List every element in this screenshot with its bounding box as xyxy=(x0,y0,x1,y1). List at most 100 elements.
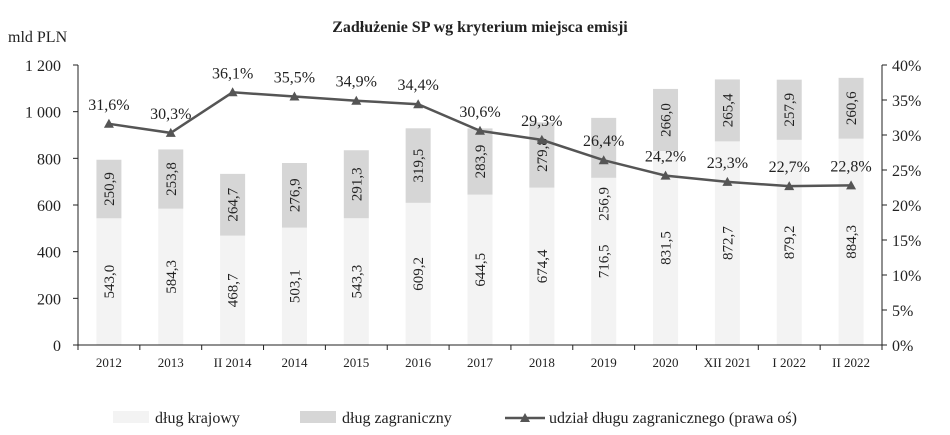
line-data-label: 24,2% xyxy=(645,149,686,166)
data-label-zagraniczny: 319,5 xyxy=(411,149,427,183)
bar-dlug-zagraniczny xyxy=(405,128,431,203)
x-tick-label: 2016 xyxy=(405,355,432,370)
y2-tick-label: 35% xyxy=(892,93,921,110)
bar-dlug-krajowy xyxy=(714,141,740,345)
x-tick-label: II 2022 xyxy=(832,355,870,370)
bar-dlug-krajowy xyxy=(653,150,679,345)
legend-marker-triangle xyxy=(520,413,530,422)
data-label-krajowy: 644,5 xyxy=(473,253,489,287)
bar-dlug-zagraniczny xyxy=(281,163,307,228)
data-label-krajowy: 884,3 xyxy=(844,225,860,259)
bar-dlug-krajowy xyxy=(529,187,555,345)
bar-dlug-krajowy xyxy=(405,202,431,345)
line-marker-triangle xyxy=(413,99,424,109)
y2-tick-label: 15% xyxy=(892,233,921,250)
bar-dlug-zagraniczny xyxy=(714,79,740,142)
legend-label-zagraniczny: dług zagraniczny xyxy=(342,410,452,427)
x-tick-label: 2020 xyxy=(653,355,679,370)
line-data-label: 34,4% xyxy=(397,77,438,94)
data-label-krajowy: 609,2 xyxy=(411,257,427,291)
bar-dlug-zagraniczny xyxy=(591,117,617,178)
y2-tick-label: 20% xyxy=(892,198,921,215)
bar-dlug-krajowy xyxy=(281,227,307,345)
data-label-zagraniczny: 253,8 xyxy=(164,162,180,196)
y-tick-label: 200 xyxy=(37,291,61,308)
y-tick-label: 1 000 xyxy=(25,105,61,122)
bar-dlug-krajowy xyxy=(467,194,493,345)
bar-dlug-krajowy xyxy=(776,139,802,345)
line-data-label: 22,8% xyxy=(830,158,871,175)
line-marker-triangle xyxy=(722,176,733,186)
x-tick-label: 2014 xyxy=(281,355,308,370)
legend-label-krajowy: dług krajowy xyxy=(155,410,240,427)
line-marker-triangle xyxy=(784,181,795,191)
line-marker-triangle xyxy=(598,155,609,165)
data-label-zagraniczny: 257,9 xyxy=(782,93,798,127)
data-label-krajowy: 674,4 xyxy=(535,249,551,283)
line-data-label: 30,6% xyxy=(459,104,500,121)
line-data-label: 23,3% xyxy=(707,155,748,172)
line-data-label: 26,4% xyxy=(583,133,624,150)
y-tick-label: 800 xyxy=(37,151,61,168)
bar-dlug-zagraniczny xyxy=(653,88,679,151)
data-label-zagraniczny: 291,3 xyxy=(349,167,365,201)
data-label-zagraniczny: 260,6 xyxy=(844,91,860,125)
data-label-zagraniczny: 250,9 xyxy=(102,172,118,206)
x-tick-label: XII 2021 xyxy=(704,355,751,370)
data-label-krajowy: 503,1 xyxy=(287,269,303,303)
y2-tick-label: 5% xyxy=(892,303,913,320)
line-data-label: 36,1% xyxy=(212,65,253,82)
data-label-krajowy: 831,5 xyxy=(659,231,675,265)
data-label-krajowy: 543,0 xyxy=(102,265,118,299)
line-marker-triangle xyxy=(475,125,485,135)
data-label-krajowy: 468,7 xyxy=(226,273,242,307)
x-tick-label: 2017 xyxy=(467,355,494,370)
data-label-krajowy: 879,2 xyxy=(782,226,798,260)
data-label-zagraniczny: 256,9 xyxy=(597,187,613,221)
bar-dlug-krajowy xyxy=(220,235,246,345)
line-marker-triangle xyxy=(351,95,362,105)
y2-tick-label: 30% xyxy=(892,128,921,145)
bar-dlug-krajowy xyxy=(158,208,184,345)
y2-tick-label: 10% xyxy=(892,268,921,285)
line-data-label: 34,9% xyxy=(336,74,377,91)
line-marker-triangle xyxy=(289,91,300,101)
line-marker-triangle xyxy=(227,87,238,97)
line-marker-triangle xyxy=(846,180,857,190)
line-data-label: 22,7% xyxy=(769,159,810,176)
bar-dlug-zagraniczny xyxy=(343,150,369,219)
data-label-krajowy: 872,7 xyxy=(720,226,736,260)
legend-label-udzial: udział długu zagranicznego (prawa oś) xyxy=(549,410,797,427)
y2-tick-label: 0% xyxy=(892,338,913,355)
legend-swatch-krajowy xyxy=(113,411,149,423)
line-data-label: 29,3% xyxy=(521,113,562,130)
x-tick-label: II 2014 xyxy=(214,355,252,370)
data-label-zagraniczny: 283,9 xyxy=(473,145,489,179)
line-marker-triangle xyxy=(536,134,547,144)
bar-dlug-zagraniczny xyxy=(96,159,122,219)
data-label-krajowy: 716,5 xyxy=(597,245,613,279)
data-label-krajowy: 543,3 xyxy=(349,265,365,299)
bar-dlug-zagraniczny xyxy=(529,122,555,188)
line-marker-triangle xyxy=(165,127,176,137)
legend-swatch-zagraniczny xyxy=(300,411,336,423)
data-label-zagraniczny: 266,0 xyxy=(659,103,675,137)
bar-dlug-zagraniczny xyxy=(838,77,864,139)
bar-dlug-zagraniczny xyxy=(467,128,493,195)
data-label-zagraniczny: 276,9 xyxy=(287,178,303,212)
bar-dlug-krajowy xyxy=(838,138,864,345)
line-marker-triangle xyxy=(660,170,671,180)
line-data-label: 30,3% xyxy=(150,106,191,123)
x-tick-label: 2018 xyxy=(529,355,555,370)
bar-dlug-zagraniczny xyxy=(776,79,802,140)
y-axis-label: mld PLN xyxy=(8,29,68,46)
y-tick-label: 0 xyxy=(53,338,61,355)
x-tick-label: I 2022 xyxy=(772,355,806,370)
data-label-zagraniczny: 279,8 xyxy=(535,138,551,172)
y-tick-label: 400 xyxy=(37,245,61,262)
x-tick-label: 2012 xyxy=(96,355,122,370)
bar-dlug-zagraniczny xyxy=(158,149,184,209)
x-tick-label: 2015 xyxy=(343,355,369,370)
bar-dlug-krajowy xyxy=(96,218,122,345)
